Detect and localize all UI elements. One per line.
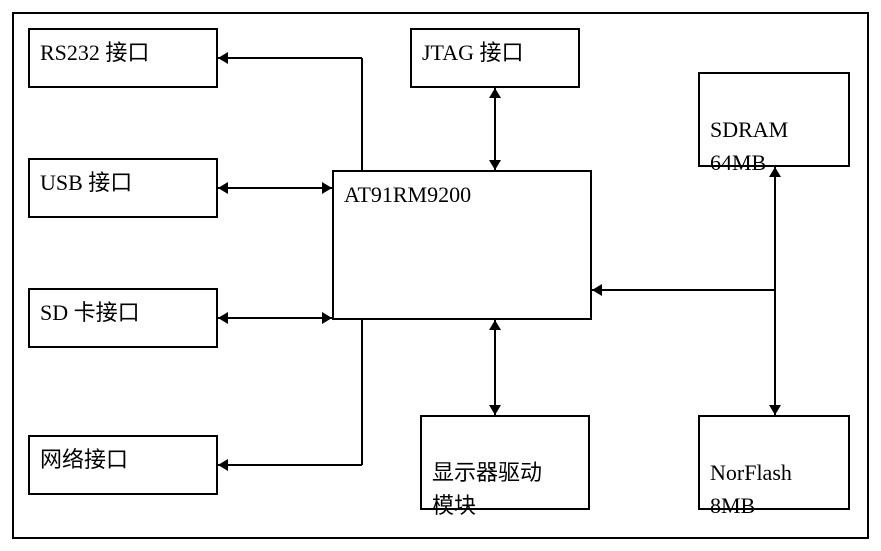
node-cpu: AT91RM9200 <box>332 170 592 320</box>
node-rs232: RS232 接口 <box>28 28 218 88</box>
node-net: 网络接口 <box>28 435 218 495</box>
node-display-label: 显示器驱动 模块 <box>432 460 542 518</box>
node-cpu-label: AT91RM9200 <box>344 182 471 207</box>
node-jtag-label: JTAG 接口 <box>422 40 524 65</box>
node-norflash-label: NorFlash 8MB <box>710 460 792 518</box>
node-rs232-label: RS232 接口 <box>40 40 149 65</box>
node-display: 显示器驱动 模块 <box>420 415 590 510</box>
node-sdram: SDRAM 64MB <box>698 72 850 167</box>
node-sdram-label: SDRAM 64MB <box>710 117 788 175</box>
node-sd: SD 卡接口 <box>28 288 218 348</box>
node-usb: USB 接口 <box>28 158 218 218</box>
node-jtag: JTAG 接口 <box>410 28 580 88</box>
node-usb-label: USB 接口 <box>40 170 132 195</box>
node-sd-label: SD 卡接口 <box>40 300 140 325</box>
node-norflash: NorFlash 8MB <box>698 415 850 510</box>
node-net-label: 网络接口 <box>40 447 128 472</box>
